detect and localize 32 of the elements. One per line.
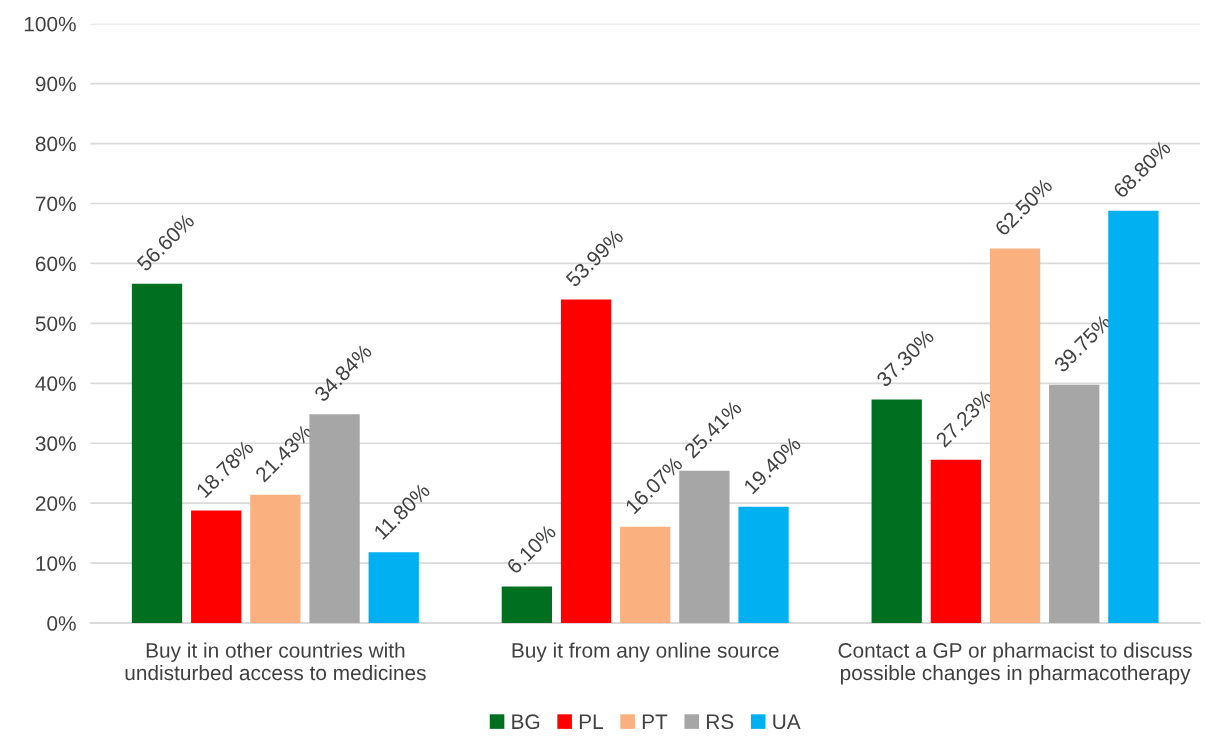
x-tick-label: Buy it from any online source [512,642,779,662]
bar [191,510,242,624]
y-tick-label: 100% [24,16,76,32]
y-tick-label: 40% [35,376,76,392]
bar [368,552,419,624]
y-tick-label: 20% [35,496,76,511]
bar [989,248,1041,624]
bar [930,459,982,624]
bar [871,399,922,624]
y-tick-label: 30% [35,436,76,452]
x-tick-label: Contact a GP or pharmacist to discuss possible changes in pharmacotherapy [838,642,1192,685]
y-tick-label: 90% [35,76,76,92]
bar [131,283,183,624]
y-tick-label: 80% [35,136,76,152]
legend-label: PL [579,714,603,729]
bar [738,506,789,624]
bar [309,414,360,624]
y-tick-label: 50% [35,316,76,332]
bar [620,526,671,624]
y-tick-label: 70% [35,196,76,212]
legend-label: BG [512,714,540,730]
y-tick-label: 10% [36,556,76,571]
legend-label: UA [773,714,801,730]
bar [1049,384,1100,624]
bar [1108,210,1159,624]
y-tick-label: 60% [35,256,76,272]
legend-label: RS [707,714,734,730]
y-tick-label: 0% [47,616,76,631]
bar [560,299,612,624]
bar [501,586,553,624]
x-tick-label: Buy it in other countries with undisturbed access to medicines [125,642,426,681]
legend-label: PT [642,714,668,729]
